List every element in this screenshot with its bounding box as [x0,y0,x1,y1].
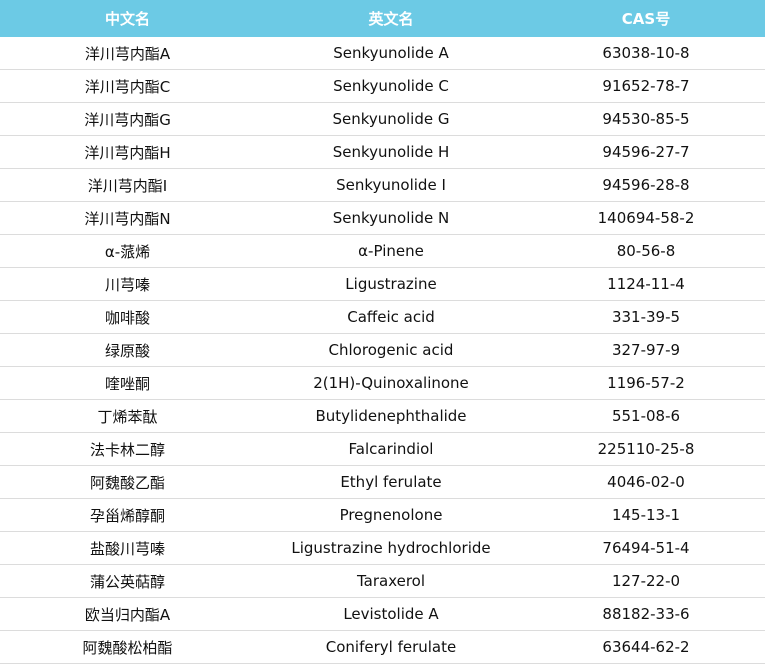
cas-number-cell: 76494-51-4 [527,531,765,565]
cas-number-cell: 1124-11-4 [527,267,765,301]
table-row: 欧当归内酯A Levistolide A 88182-33-6 [0,597,765,631]
header-english-name: 英文名 [255,0,527,37]
cas-number-cell: 80-56-8 [527,234,765,268]
chinese-name-cell: 咖啡酸 [0,300,255,334]
english-name-cell: Senkyunolide A [255,37,527,70]
table-row: 洋川芎内酯C Senkyunolide C 91652-78-7 [0,69,765,103]
cas-number-cell: 145-13-1 [527,498,765,532]
chinese-name-cell: 蒲公英萜醇 [0,564,255,598]
chinese-name-cell: 盐酸川芎嗪 [0,531,255,565]
cas-number-cell: 327-97-9 [527,333,765,367]
english-name-cell: Falcarindiol [255,432,527,466]
chinese-name-cell: 川芎嗪 [0,267,255,301]
english-name-cell: Butylidenephthalide [255,399,527,433]
chinese-name-cell: 喹唑酮 [0,366,255,400]
chinese-name-cell: 洋川芎内酯G [0,102,255,136]
table-row: 蒲公英萜醇 Taraxerol 127-22-0 [0,564,765,598]
cas-number-cell: 63644-62-2 [527,630,765,664]
cas-number-cell: 1196-57-2 [527,366,765,400]
english-name-cell: Pregnenolone [255,498,527,532]
english-name-cell: Ligustrazine [255,267,527,301]
cas-number-cell: 94530-85-5 [527,102,765,136]
english-name-cell: Ethyl ferulate [255,465,527,499]
cas-number-cell: 94596-28-8 [527,168,765,202]
chinese-name-cell: 洋川芎内酯C [0,69,255,103]
chinese-name-cell: 阿魏酸松柏酯 [0,630,255,664]
cas-number-cell: 88182-33-6 [527,597,765,631]
english-name-cell: Caffeic acid [255,300,527,334]
table-row: 咖啡酸 Caffeic acid 331-39-5 [0,300,765,334]
cas-number-cell: 94596-27-7 [527,135,765,169]
table-row: 绿原酸 Chlorogenic acid 327-97-9 [0,333,765,367]
english-name-cell: Taraxerol [255,564,527,598]
chinese-name-cell: 洋川芎内酯N [0,201,255,235]
table-row: 洋川芎内酯A Senkyunolide A 63038-10-8 [0,37,765,70]
table-row: 川芎嗪 Ligustrazine 1124-11-4 [0,267,765,301]
chinese-name-cell: 洋川芎内酯H [0,135,255,169]
english-name-cell: Senkyunolide N [255,201,527,235]
cas-number-cell: 91652-78-7 [527,69,765,103]
cas-number-cell: 63038-10-8 [527,37,765,70]
table-row: α-蒎烯 α-Pinene 80-56-8 [0,234,765,268]
english-name-cell: 2(1H)-Quinoxalinone [255,366,527,400]
table-row: 洋川芎内酯I Senkyunolide I 94596-28-8 [0,168,765,202]
table-row: 阿魏酸乙酯 Ethyl ferulate 4046-02-0 [0,465,765,499]
table-row: 法卡林二醇 Falcarindiol 225110-25-8 [0,432,765,466]
header-chinese-name: 中文名 [0,0,255,37]
table-row: 洋川芎内酯N Senkyunolide N 140694-58-2 [0,201,765,235]
chinese-name-cell: 绿原酸 [0,333,255,367]
table-row: 洋川芎内酯H Senkyunolide H 94596-27-7 [0,135,765,169]
chinese-name-cell: 洋川芎内酯I [0,168,255,202]
chinese-name-cell: 洋川芎内酯A [0,37,255,70]
english-name-cell: Levistolide A [255,597,527,631]
english-name-cell: Senkyunolide G [255,102,527,136]
cas-number-cell: 331-39-5 [527,300,765,334]
chinese-name-cell: α-蒎烯 [0,234,255,268]
cas-number-cell: 140694-58-2 [527,201,765,235]
english-name-cell: Ligustrazine hydrochloride [255,531,527,565]
english-name-cell: Senkyunolide C [255,69,527,103]
table-header: 中文名 英文名 CAS号 [0,0,765,37]
english-name-cell: α-Pinene [255,234,527,268]
table-row: 丁烯苯酞 Butylidenephthalide 551-08-6 [0,399,765,433]
table-body: 洋川芎内酯A Senkyunolide A 63038-10-8 洋川芎内酯C Senk… [0,37,765,664]
header-row: 中文名 英文名 CAS号 [0,0,765,37]
table-row: 阿魏酸松柏酯 Coniferyl ferulate 63644-62-2 [0,630,765,664]
cas-number-cell: 225110-25-8 [527,432,765,466]
english-name-cell: Coniferyl ferulate [255,630,527,664]
english-name-cell: Senkyunolide H [255,135,527,169]
chinese-name-cell: 孕甾烯醇酮 [0,498,255,532]
english-name-cell: Senkyunolide I [255,168,527,202]
table-row: 洋川芎内酯G Senkyunolide G 94530-85-5 [0,102,765,136]
cas-number-cell: 551-08-6 [527,399,765,433]
chinese-name-cell: 丁烯苯酞 [0,399,255,433]
english-name-cell: Chlorogenic acid [255,333,527,367]
chinese-name-cell: 欧当归内酯A [0,597,255,631]
header-cas-number: CAS号 [527,0,765,37]
table-row: 盐酸川芎嗪 Ligustrazine hydrochloride 76494-51-… [0,531,765,565]
cas-number-cell: 4046-02-0 [527,465,765,499]
table-row: 孕甾烯醇酮 Pregnenolone 145-13-1 [0,498,765,532]
chinese-name-cell: 阿魏酸乙酯 [0,465,255,499]
cas-number-cell: 127-22-0 [527,564,765,598]
chinese-name-cell: 法卡林二醇 [0,432,255,466]
table-row: 喹唑酮 2(1H)-Quinoxalinone 1196-57-2 [0,366,765,400]
